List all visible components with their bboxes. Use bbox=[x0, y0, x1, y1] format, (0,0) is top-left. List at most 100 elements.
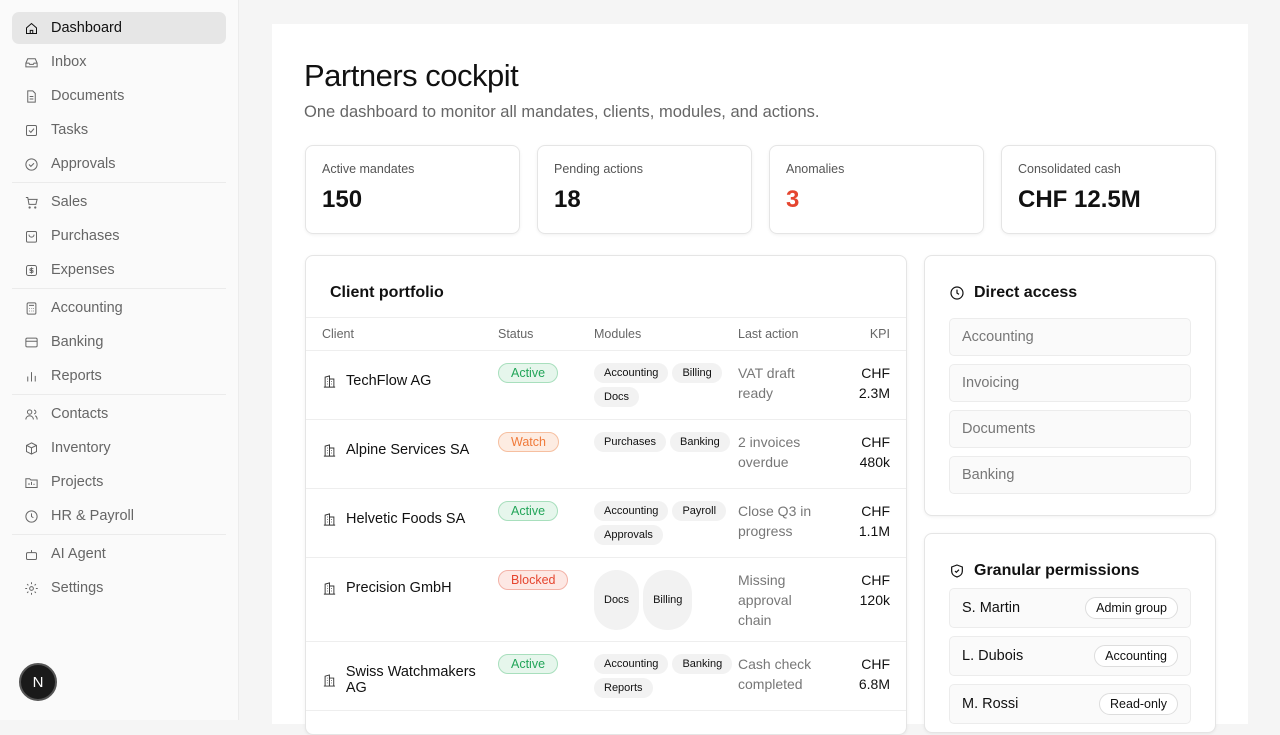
stat-value: 150 bbox=[322, 186, 363, 213]
sidebar-item-expenses[interactable]: Expenses bbox=[12, 254, 226, 286]
user-avatar[interactable]: N bbox=[19, 663, 57, 701]
sidebar-divider bbox=[12, 534, 226, 535]
permissions-card: Granular permissions S. Martin Admin grou… bbox=[924, 533, 1216, 733]
client-name[interactable]: TechFlow AG bbox=[346, 373, 432, 389]
table-row[interactable]: Helvetic Foods SA Active Accounting Payro… bbox=[306, 488, 906, 558]
module-chip: Accounting bbox=[594, 501, 669, 521]
main-content: Partners cockpit One dashboard to monito… bbox=[272, 24, 1248, 735]
last-action: Missing approval chain bbox=[738, 557, 828, 642]
permission-row[interactable]: S. Martin Admin group bbox=[949, 588, 1191, 628]
folder-icon bbox=[25, 477, 38, 488]
sidebar-item-accounting[interactable]: Accounting bbox=[12, 292, 226, 324]
client-name[interactable]: Swiss Watchmakers AG bbox=[345, 664, 476, 696]
module-chip: Docs bbox=[594, 570, 640, 630]
user-name: M. Rossi bbox=[962, 696, 1019, 712]
sidebar-item-documents[interactable]: Documents bbox=[12, 80, 226, 112]
table-row[interactable]: Precision GmbH Blocked Docs Billing Missi… bbox=[306, 557, 906, 642]
building-icon bbox=[323, 673, 335, 687]
document-icon bbox=[27, 89, 36, 103]
kpi-value: 480k bbox=[859, 454, 890, 470]
building-icon bbox=[323, 374, 336, 388]
sidebar-item-dashboard[interactable]: Dashboard bbox=[12, 12, 226, 44]
users-icon bbox=[25, 408, 38, 420]
sidebar-item-banking[interactable]: Banking bbox=[12, 326, 226, 358]
table-row[interactable]: Swiss Watchmakers AG Active Accounting Ba… bbox=[306, 641, 906, 711]
kpi-currency: CHF bbox=[861, 503, 890, 519]
sidebar-divider bbox=[12, 182, 226, 183]
kpi-currency: CHF bbox=[861, 434, 890, 450]
col-modules: Modules bbox=[594, 317, 738, 351]
direct-access-accounting[interactable]: Accounting bbox=[949, 318, 1191, 356]
module-chip: Billing bbox=[672, 363, 722, 383]
direct-access-invoicing[interactable]: Invoicing bbox=[949, 364, 1191, 402]
sidebar-item-label: Purchases bbox=[51, 228, 120, 244]
sidebar-item-reports[interactable]: Reports bbox=[12, 360, 226, 392]
status-badge: Active bbox=[498, 363, 559, 383]
card-icon bbox=[25, 337, 38, 347]
sidebar-item-ai-agent[interactable]: AI Agent bbox=[12, 538, 226, 570]
calculator-icon bbox=[26, 301, 37, 315]
shield-check-icon bbox=[951, 564, 963, 578]
module-chip: Approvals bbox=[594, 525, 663, 545]
kpi-value: 120k bbox=[859, 592, 890, 608]
sidebar-item-purchases[interactable]: Purchases bbox=[12, 220, 226, 252]
sidebar-item-label: Inventory bbox=[51, 440, 111, 456]
direct-access-documents[interactable]: Documents bbox=[949, 410, 1191, 448]
last-action: Close Q3 in progress bbox=[738, 488, 828, 558]
modules-list: Docs Billing bbox=[594, 570, 734, 630]
col-last-action: Last action bbox=[738, 317, 828, 351]
direct-access-banking[interactable]: Banking bbox=[949, 456, 1191, 494]
permission-row[interactable]: L. Dubois Accounting bbox=[949, 636, 1191, 676]
module-chip: Payroll bbox=[672, 501, 727, 521]
stat-label: Active mandates bbox=[322, 162, 415, 176]
last-action: 2 invoices overdue bbox=[738, 419, 828, 489]
sidebar-item-label: Tasks bbox=[51, 122, 89, 138]
last-action: VAT draft ready bbox=[738, 350, 828, 420]
status-badge: Watch bbox=[498, 432, 559, 452]
sidebar-item-inventory[interactable]: Inventory bbox=[12, 432, 226, 464]
client-name[interactable]: Precision GmbH bbox=[346, 580, 452, 596]
client-name[interactable]: Alpine Services SA bbox=[346, 442, 470, 458]
permission-row[interactable]: M. Rossi Read-only bbox=[949, 684, 1191, 724]
user-name: S. Martin bbox=[962, 600, 1021, 616]
sidebar-item-label: Reports bbox=[51, 368, 102, 384]
sidebar-item-contacts[interactable]: Contacts bbox=[12, 398, 226, 430]
module-chip: Billing bbox=[643, 570, 693, 630]
sidebar-item-tasks[interactable]: Tasks bbox=[12, 114, 226, 146]
client-name[interactable]: Helvetic Foods SA bbox=[346, 511, 466, 527]
kpi-value: 1.1M bbox=[858, 523, 890, 539]
page-title: Partners cockpit bbox=[304, 58, 519, 93]
home-icon bbox=[26, 22, 37, 34]
client-portfolio-card: Client portfolio Client Status Modules L… bbox=[305, 255, 907, 735]
sidebar-item-approvals[interactable]: Approvals bbox=[12, 148, 226, 180]
dollar-icon bbox=[26, 264, 37, 276]
stat-label: Pending actions bbox=[554, 162, 643, 176]
sidebar-item-hr-payroll[interactable]: HR & Payroll bbox=[12, 500, 226, 532]
table-row[interactable]: Alpine Services SA Watch Purchases Bankin… bbox=[306, 419, 906, 489]
direct-access-title: Direct access bbox=[974, 284, 1078, 301]
module-chip: Banking bbox=[669, 432, 730, 452]
sidebar-item-inbox[interactable]: Inbox bbox=[12, 46, 226, 78]
sidebar-item-projects[interactable]: Projects bbox=[12, 466, 226, 498]
role-tag[interactable]: Read-only bbox=[1099, 693, 1178, 715]
sidebar-item-label: Expenses bbox=[51, 262, 115, 278]
stat-card: Pending actions 18 bbox=[537, 145, 752, 234]
sidebar-item-label: Sales bbox=[51, 194, 88, 210]
stat-card: Consolidated cash CHF 12.5M bbox=[1001, 145, 1216, 234]
kpi-currency: CHF bbox=[861, 365, 890, 381]
box-icon bbox=[26, 441, 37, 455]
sidebar: Dashboard Inbox Documents Tasks Approvals Sal… bbox=[0, 0, 239, 720]
bot-icon bbox=[26, 549, 37, 560]
stat-label: Consolidated cash bbox=[1018, 162, 1121, 176]
role-tag[interactable]: Admin group bbox=[1085, 597, 1178, 619]
last-action: Cash check completed bbox=[738, 641, 828, 711]
client-table: Client Status Modules Last action KPI Te… bbox=[306, 317, 906, 711]
table-row[interactable]: TechFlow AG Active Accounting Billing Docs… bbox=[306, 350, 906, 420]
role-tag[interactable]: Accounting bbox=[1094, 645, 1178, 667]
module-chip: Reports bbox=[594, 678, 653, 698]
kpi-value: 6.8M bbox=[858, 676, 890, 692]
clock-icon bbox=[950, 286, 964, 300]
cart-icon bbox=[25, 196, 38, 209]
sidebar-item-sales[interactable]: Sales bbox=[12, 186, 226, 218]
sidebar-item-settings[interactable]: Settings bbox=[12, 572, 226, 604]
